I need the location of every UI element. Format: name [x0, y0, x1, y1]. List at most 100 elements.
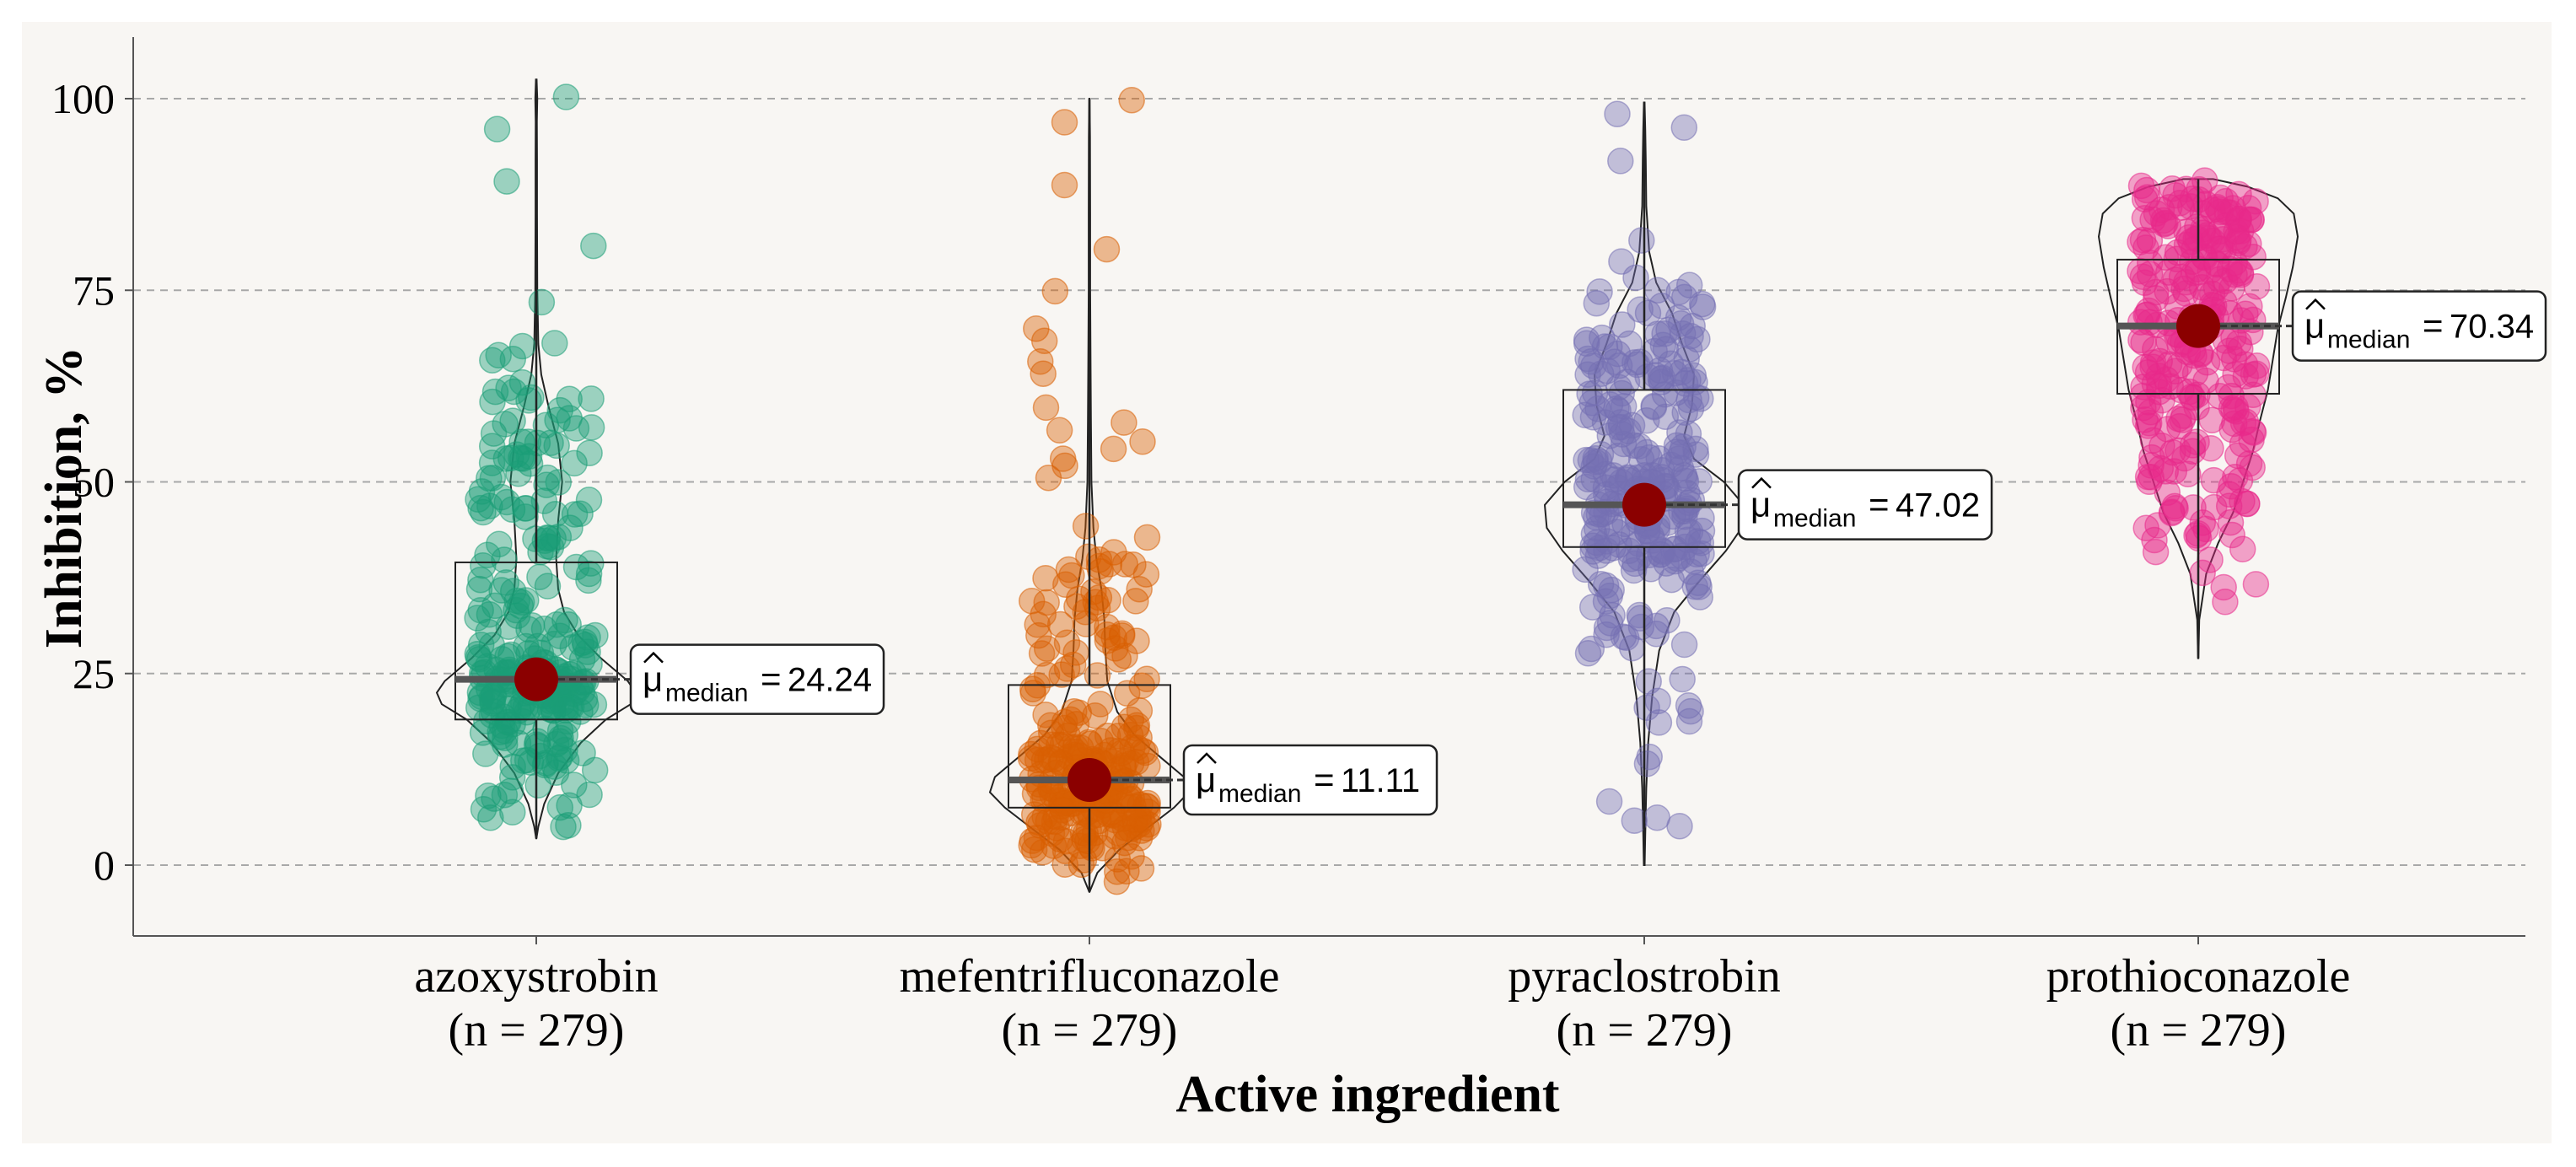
data-point [503, 441, 530, 468]
median-point [1622, 482, 1666, 527]
x-axis-title: Active ingredient [1175, 1066, 1560, 1123]
data-point [1583, 515, 1611, 542]
data-point [2175, 460, 2202, 487]
median-subscript: median [665, 680, 748, 707]
equals-sign: = [1314, 760, 1335, 799]
data-point [2135, 409, 2163, 437]
data-point [1651, 320, 1678, 347]
median-point [1068, 758, 1111, 803]
data-point [580, 232, 607, 260]
data-point [492, 411, 519, 438]
median-markers: μ median = 24.24μ median = 11.11μ median = 47.02μ… [514, 290, 2547, 816]
data-point [1681, 547, 1707, 575]
data-point [2175, 223, 2202, 251]
data-point [2222, 361, 2249, 388]
data-point [1104, 858, 1131, 885]
data-point [2203, 194, 2231, 221]
data-point [2224, 229, 2251, 256]
median-value: 24.24 [788, 662, 872, 699]
data-point [1024, 611, 1051, 638]
data-point [1094, 621, 1121, 648]
data-point [2218, 382, 2245, 410]
data-point [1627, 605, 1654, 632]
data-point [1627, 348, 1654, 375]
median-subscript: median [1218, 780, 1301, 808]
data-point [555, 611, 582, 638]
data-point [1591, 409, 1619, 436]
data-point [2127, 309, 2154, 336]
data-point [533, 471, 560, 498]
data-point [1062, 734, 1089, 761]
data-point [2179, 384, 2207, 411]
data-point [488, 577, 515, 604]
data-point [1032, 394, 1060, 422]
data-point [1033, 635, 1061, 663]
data-point [1133, 524, 1161, 551]
data-point [1132, 739, 1159, 766]
median-value: 70.34 [2450, 309, 2534, 346]
y-tick-labels: 0 25 50 75 100 [51, 75, 133, 889]
data-point [1049, 445, 1077, 472]
data-point [1072, 513, 1100, 540]
data-point [1115, 824, 1142, 852]
data-point [526, 563, 553, 591]
y-tick-label: 25 [73, 650, 115, 697]
median-label-mefentrifluconazole: μ median = 11.11 [1182, 744, 1439, 816]
data-point [518, 384, 545, 411]
data-point [2136, 249, 2164, 277]
data-point [2131, 186, 2159, 212]
data-point [2180, 494, 2207, 521]
data-point [551, 694, 578, 722]
data-point [1628, 227, 1655, 254]
data-point [2231, 351, 2259, 378]
data-point [1666, 419, 1693, 446]
data-point [1685, 569, 1712, 596]
data-point [2164, 239, 2191, 266]
data-point [2158, 499, 2186, 527]
median-symbol: μ [1196, 760, 1216, 799]
data-point [1059, 651, 1087, 679]
data-point [1126, 724, 1153, 751]
median-label-box [1182, 744, 1439, 816]
data-point [546, 728, 573, 756]
data-point [1052, 571, 1079, 599]
data-point [1122, 714, 1150, 742]
data-point [479, 347, 506, 374]
data-point [556, 405, 583, 432]
data-point [1082, 589, 1110, 616]
data-point [1118, 87, 1145, 114]
data-point [1129, 428, 1156, 455]
data-point [1049, 790, 1077, 817]
data-point [1601, 348, 1628, 375]
data-point [1667, 454, 1695, 481]
data-point [1627, 296, 1654, 323]
data-point [474, 541, 501, 568]
data-point [2216, 481, 2243, 508]
data-point [1027, 348, 1054, 375]
x-tick-labels: azoxystrobin(n = 279)mefentrifluconazole… [414, 936, 2350, 1057]
hat-icon [2305, 298, 2326, 310]
data-point [465, 575, 493, 603]
data-point [1682, 441, 1710, 468]
data-point [557, 514, 583, 541]
data-point [540, 696, 567, 724]
data-point [1019, 680, 1046, 707]
data-point [2142, 336, 2169, 363]
data-point [1051, 837, 1079, 864]
axes [132, 37, 2525, 937]
data-point [2134, 412, 2162, 439]
data-point [2139, 349, 2167, 376]
data-point [1085, 546, 1113, 573]
data-point [1043, 815, 1071, 842]
data-point [2197, 546, 2224, 573]
data-point [2240, 243, 2267, 271]
data-point [470, 551, 497, 579]
data-point [2202, 274, 2230, 302]
y-axis-title: Inhibition, % [35, 347, 93, 648]
data-point [2225, 329, 2252, 357]
data-point [1661, 547, 1689, 575]
data-point [581, 756, 609, 784]
data-point [1033, 661, 1061, 689]
data-point [551, 606, 578, 634]
data-point [1654, 606, 1681, 634]
